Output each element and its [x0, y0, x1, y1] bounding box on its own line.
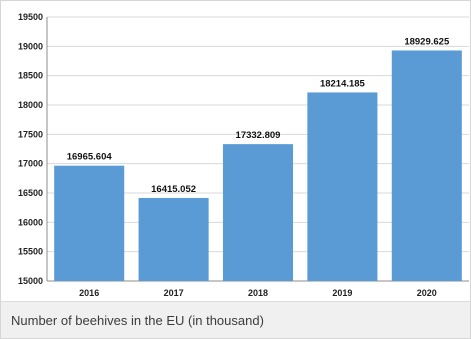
bar: [54, 165, 125, 281]
y-tick-label: 15500: [18, 247, 43, 257]
data-label: 16965.604: [67, 152, 113, 163]
y-tick-label: 17000: [18, 159, 43, 169]
data-label: 18214.185: [320, 78, 366, 89]
bar-chart: 15000 15500 16000 16500 17000 17500 18000 18500…: [18, 12, 469, 298]
x-tick-label: 2020: [417, 288, 437, 298]
y-tick-label: 18500: [18, 71, 43, 81]
data-label: 18929.625: [404, 36, 450, 47]
data-label: 16415.052: [151, 184, 196, 195]
y-tick-label: 19000: [18, 41, 43, 51]
x-tick-label: 2016: [79, 288, 99, 298]
y-tick-label: 15000: [18, 276, 43, 286]
y-tick-label: 16000: [18, 217, 43, 227]
bar: [307, 92, 378, 281]
y-tick-label: 19500: [18, 12, 43, 22]
y-tick-label: 16500: [18, 188, 43, 198]
data-label: 17332.809: [236, 130, 281, 141]
x-tick-label: 2019: [332, 288, 352, 298]
chart-area: 15000 15500 16000 16500 17000 17500 18000 18500…: [1, 1, 470, 301]
x-tick-label: 2018: [248, 288, 268, 298]
bar: [138, 197, 209, 281]
chart-caption: Number of beehives in the EU (in thousan…: [1, 301, 470, 338]
y-tick-label: 17500: [18, 129, 43, 139]
x-tick-label: 2017: [164, 288, 184, 298]
y-tick-label: 18000: [18, 100, 43, 110]
bar: [222, 144, 294, 281]
bar: [391, 50, 462, 281]
